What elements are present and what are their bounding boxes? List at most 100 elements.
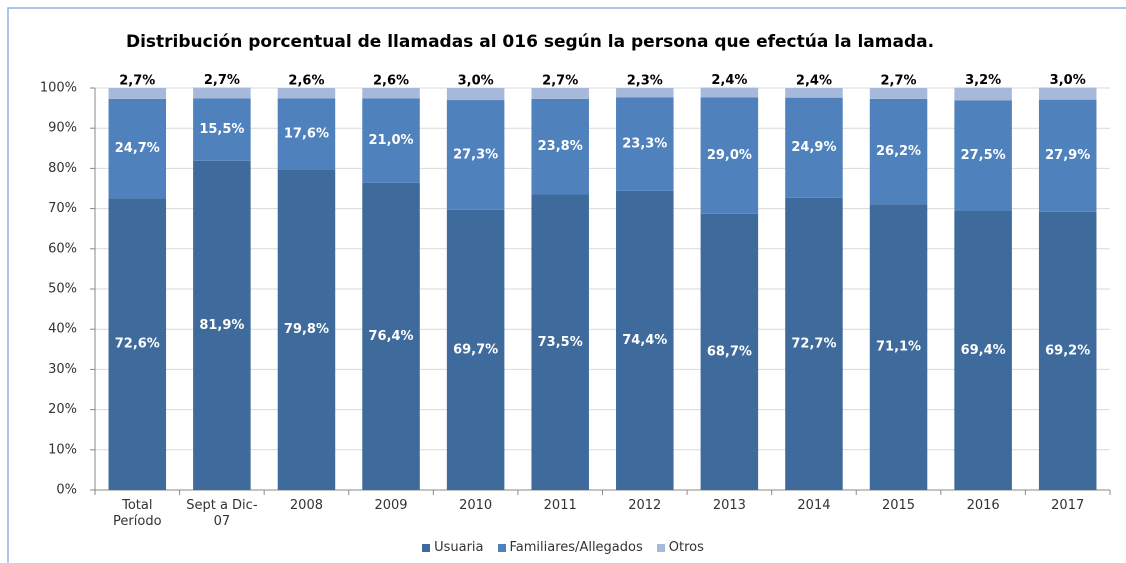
bar-segment <box>954 100 1012 212</box>
bar-segment <box>531 88 589 99</box>
y-tick-label: 10% <box>48 442 77 457</box>
y-tick-label: 50% <box>48 282 77 297</box>
x-tick-label: 2017 <box>1051 498 1085 513</box>
data-label: 79,8% <box>284 322 329 337</box>
bar-segment <box>531 98 589 195</box>
legend-label: Usuaria <box>434 540 484 555</box>
bar-segment <box>785 197 843 490</box>
legend-label: Otros <box>668 540 704 555</box>
x-tick-label: 2014 <box>797 498 831 513</box>
bar-segment <box>954 87 1012 101</box>
bar-segment <box>108 88 167 99</box>
chart-title: Distribución porcentual de llamadas al 0… <box>126 32 934 52</box>
data-label: 2,6% <box>373 74 409 89</box>
data-label: 76,4% <box>368 329 413 344</box>
data-label: 15,5% <box>199 122 244 137</box>
data-label: 17,6% <box>284 126 329 141</box>
y-tick-label: 20% <box>48 402 77 417</box>
bar-segment <box>700 87 759 98</box>
x-tick-label: 2013 <box>712 498 746 513</box>
legend: Usuaria Familiares/Allegados Otros <box>0 540 1126 555</box>
legend-swatch <box>656 543 665 552</box>
legend-item: Familiares/Allegados <box>497 540 643 555</box>
bar-segment <box>785 97 843 198</box>
bar-segment <box>362 88 420 99</box>
legend-item: Usuaria <box>422 540 484 555</box>
bar-segment <box>616 88 674 98</box>
legend-label: Familiares/Allegados <box>509 540 643 555</box>
data-label: 2,7% <box>119 74 155 89</box>
bar-segment <box>869 204 928 491</box>
bar-segment <box>785 88 843 98</box>
bar-segment <box>954 211 1012 490</box>
x-tick-label: 2009 <box>374 498 408 513</box>
data-label: 23,8% <box>538 139 583 154</box>
x-tick-label: 2015 <box>881 498 916 513</box>
x-tick-label: 2011 <box>543 498 577 513</box>
data-label: 2,6% <box>288 74 324 89</box>
bar-segment <box>446 100 505 210</box>
legend-swatch <box>422 543 431 552</box>
bar-segment <box>277 169 336 491</box>
data-label: 69,2% <box>1045 343 1090 358</box>
bar-segment <box>108 98 167 199</box>
y-tick-label: 40% <box>48 322 77 337</box>
bar-segment <box>869 88 928 99</box>
y-tick-label: 0% <box>56 483 77 498</box>
bar-segment <box>1038 87 1097 100</box>
frame <box>7 7 1126 563</box>
bar-segment <box>531 194 589 490</box>
y-tick-label: 30% <box>48 362 77 377</box>
legend-swatch <box>497 543 506 552</box>
y-tick-label: 100% <box>40 81 77 96</box>
bar-segment <box>446 209 505 490</box>
x-tick-label: 2010 <box>459 498 493 513</box>
data-label: 68,7% <box>707 344 752 359</box>
bar-segment <box>193 87 251 99</box>
data-label: 2,4% <box>796 74 832 89</box>
data-label: 2,7% <box>881 74 917 89</box>
data-label: 74,4% <box>622 333 667 348</box>
x-tick-label: 2012 <box>628 498 662 513</box>
x-tick-label: 2008 <box>289 498 323 513</box>
legend-item: Otros <box>656 540 704 555</box>
x-tick-label: 2016 <box>966 498 1000 513</box>
data-label: 69,7% <box>453 342 498 357</box>
bar-segment <box>362 182 420 490</box>
data-label: 3,2% <box>965 73 1001 88</box>
y-tick-label: 80% <box>48 161 77 176</box>
bar-segment <box>446 88 505 101</box>
y-tick-label: 70% <box>48 201 77 216</box>
bar-segment <box>1038 99 1097 212</box>
y-tick-label: 90% <box>48 121 77 136</box>
bar-segment <box>277 98 336 170</box>
data-label: 21,0% <box>368 133 413 148</box>
data-label: 3,0% <box>1050 73 1086 88</box>
data-label: 72,7% <box>791 336 836 351</box>
bar-segment <box>362 98 420 183</box>
bar-segment <box>700 213 759 491</box>
x-tick-label: Sept a Dic-07 <box>186 498 258 529</box>
bar-segment <box>700 97 759 214</box>
data-label: 23,3% <box>622 137 667 152</box>
data-label: 73,5% <box>538 335 583 350</box>
data-label: 3,0% <box>458 74 494 89</box>
bar-segment <box>108 198 167 490</box>
data-label: 29,0% <box>707 148 752 163</box>
bar-segment <box>277 88 336 99</box>
data-label: 2,7% <box>542 74 578 89</box>
data-label: 69,4% <box>961 343 1006 358</box>
bar-segment <box>616 190 674 491</box>
data-label: 81,9% <box>199 318 244 333</box>
bar-segment <box>1038 211 1097 491</box>
data-label: 72,6% <box>115 337 160 352</box>
data-label: 2,3% <box>627 74 663 89</box>
data-label: 27,9% <box>1045 148 1090 163</box>
data-label: 2,4% <box>711 73 747 88</box>
data-label: 27,5% <box>961 148 1006 163</box>
data-label: 24,7% <box>115 141 160 156</box>
bar-segment <box>616 97 674 191</box>
data-label: 24,9% <box>791 140 836 155</box>
